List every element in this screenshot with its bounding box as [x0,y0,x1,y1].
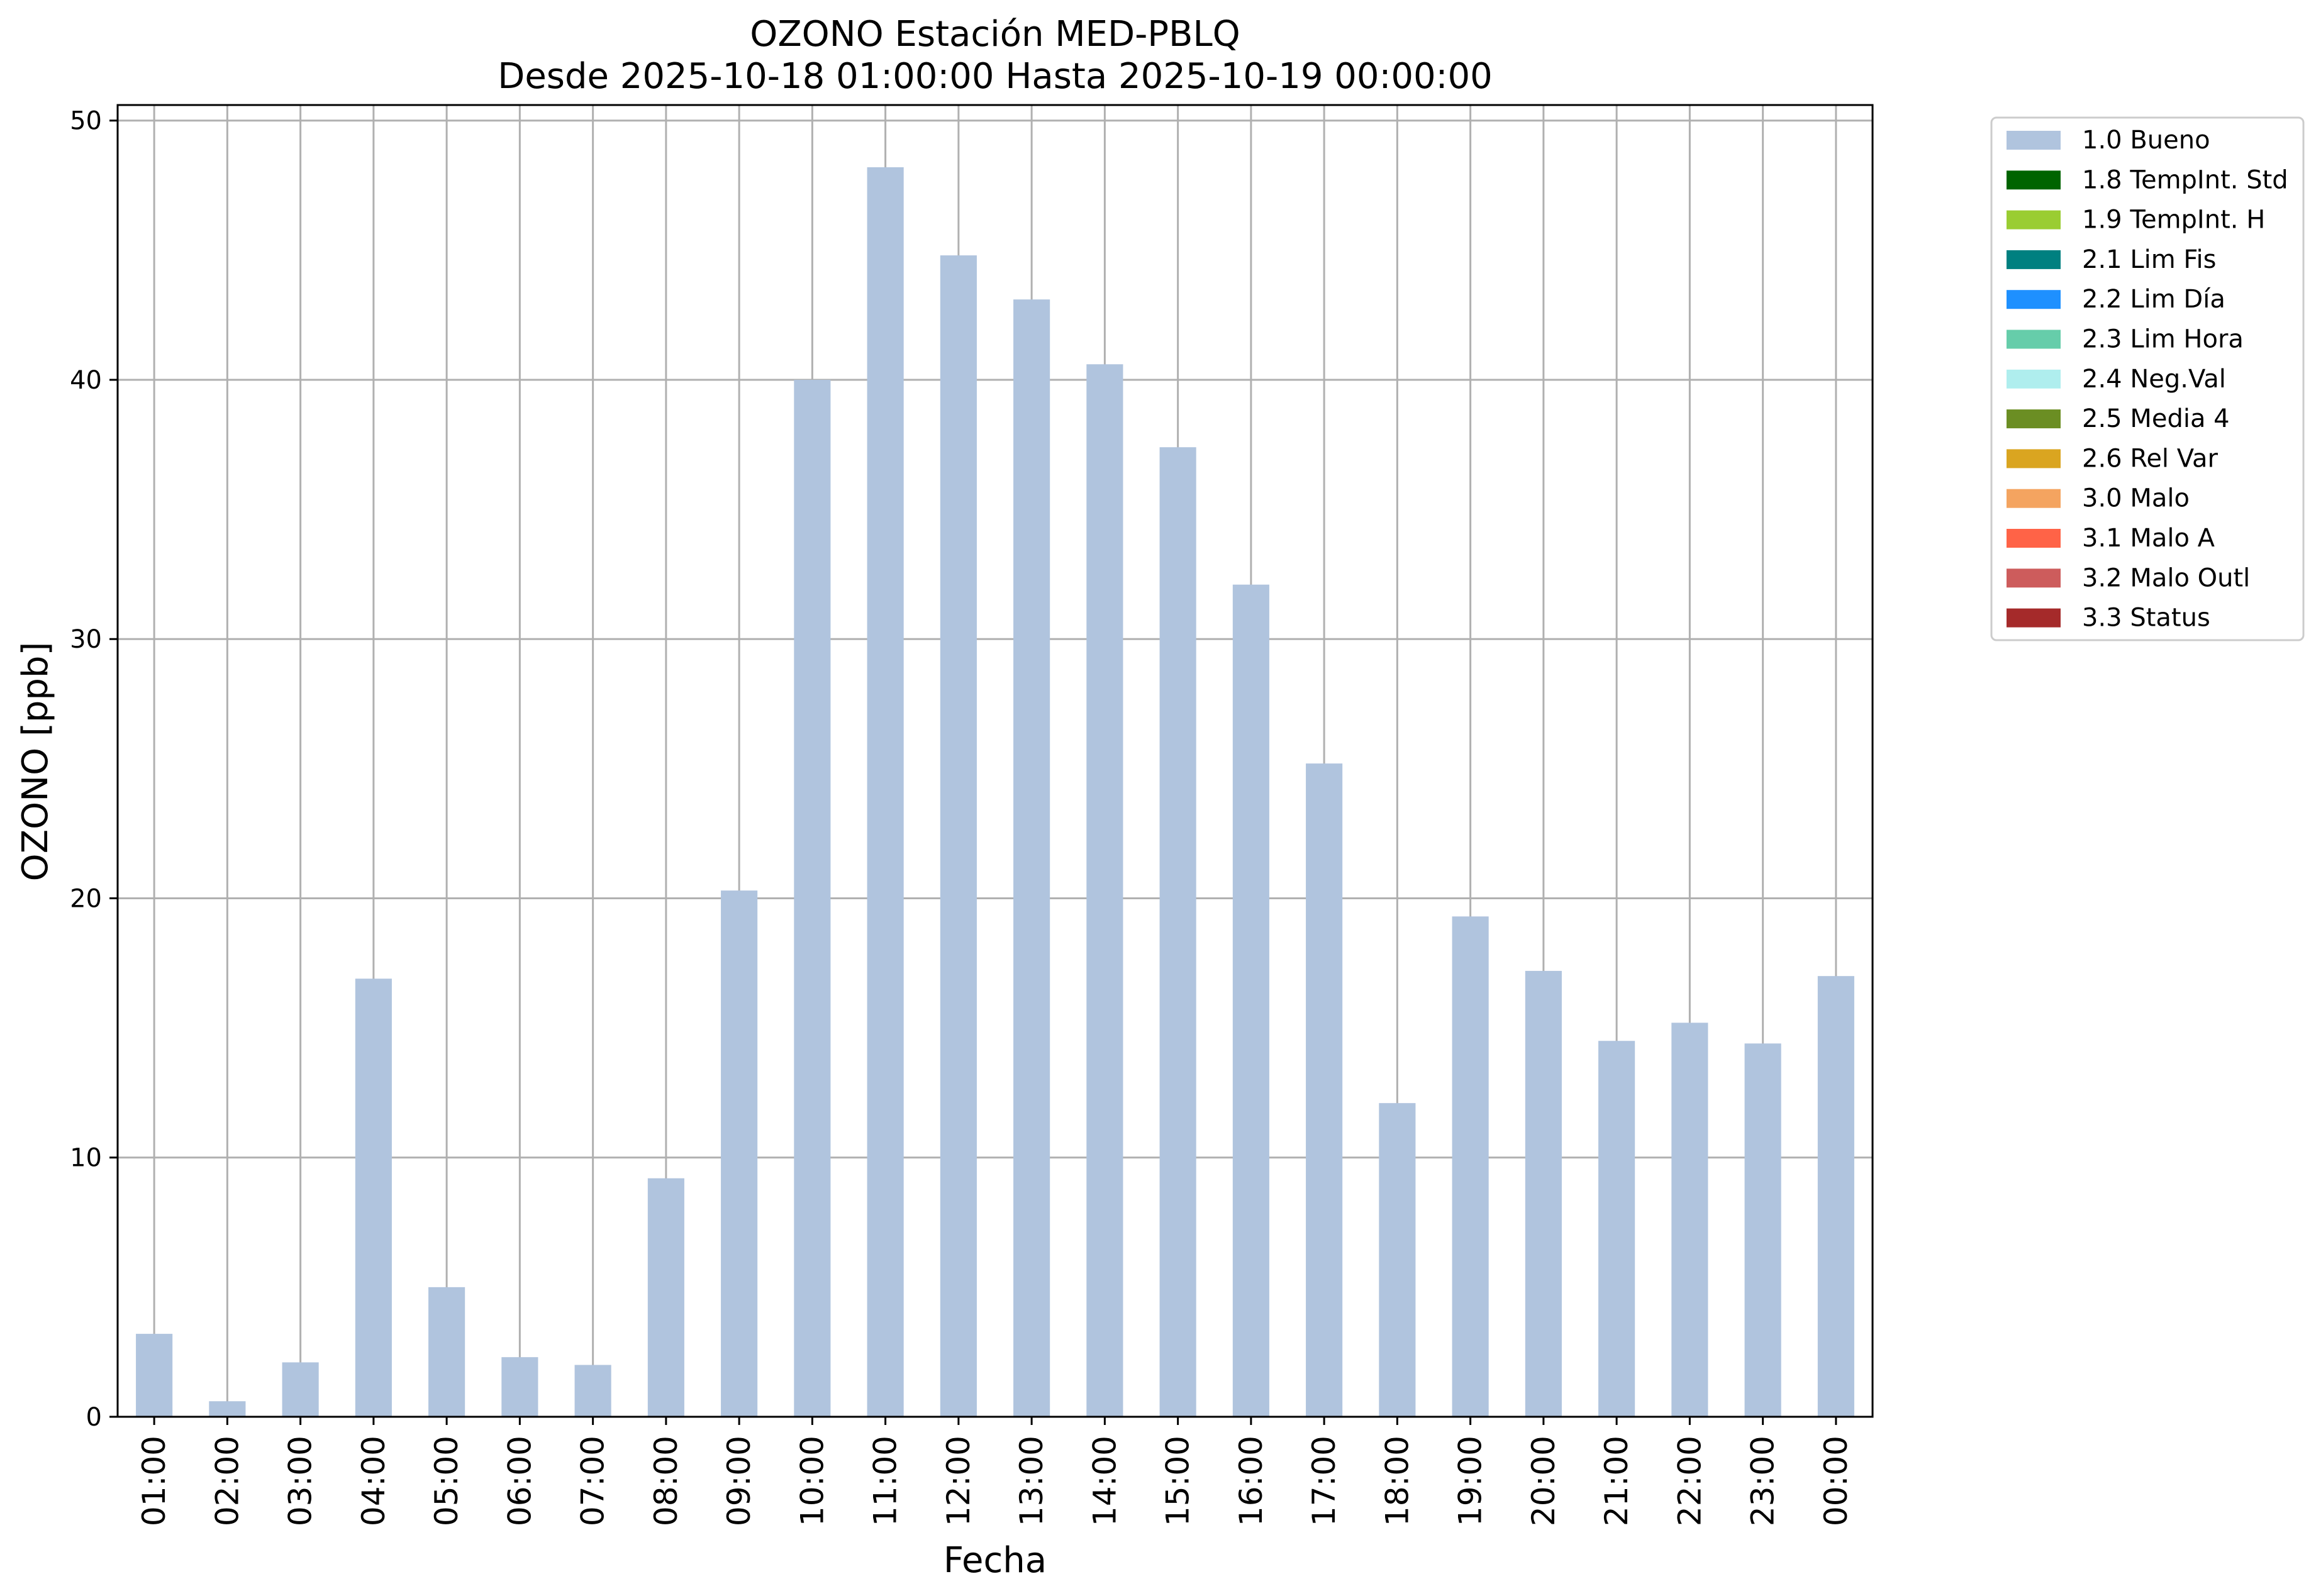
bar-16:00 [1232,584,1269,1417]
legend-label: 2.3 Lim Hora [2082,325,2244,354]
x-tick-label: 10:00 [794,1436,830,1526]
legend-label: 3.0 Malo [2082,484,2190,513]
legend-label: 1.9 TempInt. H [2082,206,2265,235]
bar-06:00 [501,1357,538,1417]
legend-label: 2.6 Rel Var [2082,444,2219,473]
bar-05:00 [428,1287,465,1417]
legend-label: 2.4 Neg.Val [2082,365,2226,394]
x-tick-label: 15:00 [1160,1436,1196,1526]
x-tick-label: 17:00 [1306,1436,1342,1526]
bar-19:00 [1452,916,1489,1417]
legend-label: 1.8 TempInt. Std [2082,165,2288,194]
legend-frame [1990,116,2305,641]
x-tick-label: 13:00 [1013,1436,1050,1526]
x-tick-label: 05:00 [428,1436,465,1526]
legend-swatch [2007,210,2061,230]
bar-12:00 [940,255,977,1417]
y-tick-label: 50 [70,107,102,136]
y-tick-label: 10 [70,1144,102,1173]
bar-07:00 [574,1365,611,1417]
y-axis-label: OZONO [ppb] [15,642,56,882]
x-tick-label: 06:00 [501,1436,538,1526]
x-tick-label: 18:00 [1379,1436,1415,1526]
legend-label: 3.1 Malo A [2082,524,2215,553]
bar-20:00 [1525,970,1562,1417]
x-tick-label: 03:00 [282,1436,319,1526]
legend-swatch [2007,131,2061,150]
bar-21:00 [1598,1041,1635,1417]
legend-label: 2.1 Lim Fis [2082,245,2216,274]
bar-14:00 [1086,364,1123,1417]
bar-08:00 [647,1178,684,1417]
x-tick-label: 23:00 [1745,1436,1781,1526]
legend-swatch [2007,568,2061,588]
x-tick-label: 07:00 [575,1436,611,1526]
legend-swatch [2007,330,2061,349]
bar-03:00 [282,1362,319,1417]
x-tick-label: 20:00 [1525,1436,1562,1526]
chart-title: OZONO Estación MED-PBLQ [750,14,1240,55]
legend-swatch [2007,170,2061,190]
bar-01:00 [136,1334,173,1417]
legend: 1.0 Bueno 1.8 TempInt. Std 1.9 TempInt. H 2… [1990,116,2305,641]
legend-swatch [2007,608,2061,628]
x-tick-label: 04:00 [355,1436,392,1526]
bar-09:00 [721,890,758,1417]
x-tick-label: 00:00 [1818,1436,1854,1526]
y-tick-label: 20 [70,884,102,913]
legend-label: 3.3 Status [2082,604,2210,633]
y-axis: 0 10 20 30 40 50 [70,107,118,1432]
x-tick-label: 08:00 [648,1436,684,1526]
legend-swatch [2007,290,2061,309]
x-tick-label: 16:00 [1233,1436,1269,1526]
legend-swatch [2007,529,2061,548]
legend-label: 2.5 Media 4 [2082,404,2230,433]
legend-label: 2.2 Lim Día [2082,285,2225,314]
x-tick-label: 01:00 [136,1436,172,1526]
x-tick-label: 11:00 [867,1436,904,1526]
bar-10:00 [794,379,831,1417]
plot-frame [116,104,1874,1418]
chart-subtitle: Desde 2025-10-18 01:00:00 Hasta 2025-10-… [498,56,1493,97]
bar-13:00 [1013,299,1050,1417]
x-tick-label: 09:00 [721,1436,757,1526]
bar-02:00 [209,1401,246,1417]
x-tick-label: 21:00 [1598,1436,1635,1526]
bar-17:00 [1306,763,1343,1417]
bar-18:00 [1379,1103,1416,1417]
y-tick-label: 0 [86,1403,102,1432]
bar-15:00 [1159,447,1196,1417]
bar-23:00 [1744,1043,1781,1417]
bars [136,167,1854,1417]
legend-label: 1.0 Bueno [2082,126,2210,155]
legend-label: 3.2 Malo Outl [2082,563,2250,592]
legend-swatch [2007,409,2061,429]
x-tick-label: 02:00 [209,1436,245,1526]
y-tick-label: 30 [70,625,102,654]
x-tick-label: 22:00 [1671,1436,1708,1526]
x-axis: 01:00 02:00 03:00 04:00 05:00 06:00 07:00 08:00… [136,1417,1854,1526]
bar-22:00 [1671,1022,1708,1417]
legend-swatch [2007,489,2061,508]
legend-swatch [2007,369,2061,389]
bar-11:00 [867,167,904,1417]
x-tick-label: 19:00 [1452,1436,1489,1526]
legend-swatch [2007,250,2061,269]
bar-00:00 [1817,976,1854,1417]
legend-swatch [2007,449,2061,468]
x-tick-label: 14:00 [1086,1436,1123,1526]
y-tick-label: 40 [70,366,102,395]
bar-04:00 [355,978,392,1417]
x-axis-label: Fecha [944,1540,1047,1581]
x-tick-label: 12:00 [940,1436,977,1526]
